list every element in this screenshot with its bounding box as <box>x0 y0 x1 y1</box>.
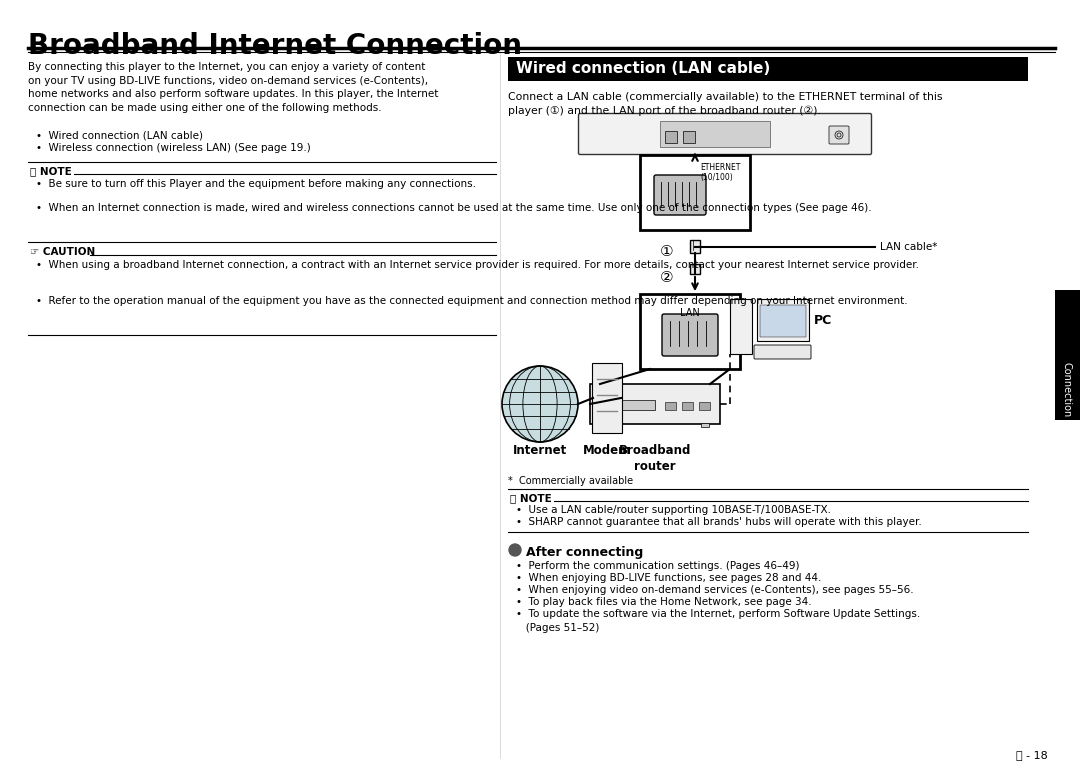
FancyBboxPatch shape <box>640 155 750 230</box>
Text: Wired connection (LAN cable): Wired connection (LAN cable) <box>516 61 770 76</box>
Text: ①: ① <box>660 244 674 259</box>
FancyBboxPatch shape <box>665 131 677 143</box>
FancyBboxPatch shape <box>829 126 849 144</box>
Circle shape <box>509 544 521 556</box>
Text: •  When enjoying BD-LIVE functions, see pages 28 and 44.: • When enjoying BD-LIVE functions, see p… <box>516 573 822 583</box>
Text: •  Refer to the operation manual of the equipment you have as the connected equi: • Refer to the operation manual of the e… <box>36 296 907 306</box>
FancyBboxPatch shape <box>640 294 740 369</box>
FancyBboxPatch shape <box>699 402 710 410</box>
FancyBboxPatch shape <box>660 121 770 147</box>
Text: After connecting: After connecting <box>526 546 644 559</box>
FancyBboxPatch shape <box>681 402 693 410</box>
FancyBboxPatch shape <box>754 345 811 359</box>
FancyBboxPatch shape <box>690 264 700 274</box>
FancyBboxPatch shape <box>760 305 806 337</box>
Text: •  When using a broadband Internet connection, a contract with an Internet servi: • When using a broadband Internet connec… <box>36 260 919 270</box>
FancyBboxPatch shape <box>683 131 696 143</box>
FancyBboxPatch shape <box>590 384 720 424</box>
FancyBboxPatch shape <box>1055 290 1080 420</box>
Text: Internet: Internet <box>513 444 567 457</box>
FancyBboxPatch shape <box>508 57 1028 81</box>
Text: ⓔ - 18: ⓔ - 18 <box>1016 750 1048 760</box>
Text: LAN cable*: LAN cable* <box>880 242 937 252</box>
FancyBboxPatch shape <box>605 400 654 410</box>
Text: By connecting this player to the Internet, you can enjoy a variety of content
on: By connecting this player to the Interne… <box>28 62 438 113</box>
FancyBboxPatch shape <box>662 314 718 356</box>
Text: •  SHARP cannot guarantee that all brands' hubs will operate with this player.: • SHARP cannot guarantee that all brands… <box>516 517 921 527</box>
Text: •  When an Internet connection is made, wired and wireless connections cannot be: • When an Internet connection is made, w… <box>36 203 872 213</box>
FancyBboxPatch shape <box>600 423 609 427</box>
FancyBboxPatch shape <box>592 363 622 433</box>
FancyBboxPatch shape <box>757 299 809 341</box>
Text: Broadband
router: Broadband router <box>619 444 691 473</box>
FancyBboxPatch shape <box>579 114 872 154</box>
Text: •  Perform the communication settings. (Pages 46–49): • Perform the communication settings. (P… <box>516 561 799 571</box>
Text: •  To play back files via the Home Network, see page 34.: • To play back files via the Home Networ… <box>516 597 812 607</box>
FancyBboxPatch shape <box>701 423 708 427</box>
Text: Connect a LAN cable (commercially available) to the ETHERNET terminal of this
pl: Connect a LAN cable (commercially availa… <box>508 92 943 116</box>
Text: Broadband Internet Connection: Broadband Internet Connection <box>28 32 522 60</box>
Text: •  Be sure to turn off this Player and the equipment before making any connectio: • Be sure to turn off this Player and th… <box>36 179 476 189</box>
Text: •  To update the software via the Internet, perform Software Update Settings.
  : • To update the software via the Interne… <box>516 609 920 633</box>
Text: Connection: Connection <box>1062 362 1072 417</box>
Text: •  When enjoying video on-demand services (e-Contents), see pages 55–56.: • When enjoying video on-demand services… <box>516 585 914 595</box>
Text: ☞ CAUTION: ☞ CAUTION <box>30 247 95 257</box>
FancyBboxPatch shape <box>730 299 752 354</box>
FancyBboxPatch shape <box>690 240 700 253</box>
Text: ⎙ NOTE: ⎙ NOTE <box>510 493 552 503</box>
Text: ②: ② <box>660 271 674 285</box>
Circle shape <box>502 366 578 442</box>
Text: LAN: LAN <box>680 308 700 318</box>
Text: ETHERNET
(10/100): ETHERNET (10/100) <box>700 163 741 182</box>
Text: *  Commercially available: * Commercially available <box>508 476 633 486</box>
Text: Modem: Modem <box>583 444 631 457</box>
Text: PC: PC <box>814 314 833 327</box>
Text: •  Use a LAN cable/router supporting 10BASE-T/100BASE-TX.: • Use a LAN cable/router supporting 10BA… <box>516 505 831 515</box>
Text: •  Wireless connection (wireless LAN) (See page 19.): • Wireless connection (wireless LAN) (Se… <box>36 143 311 153</box>
Text: •  Wired connection (LAN cable): • Wired connection (LAN cable) <box>36 130 203 140</box>
Text: ⎙ NOTE: ⎙ NOTE <box>30 166 71 176</box>
FancyBboxPatch shape <box>665 402 676 410</box>
FancyBboxPatch shape <box>654 175 706 215</box>
